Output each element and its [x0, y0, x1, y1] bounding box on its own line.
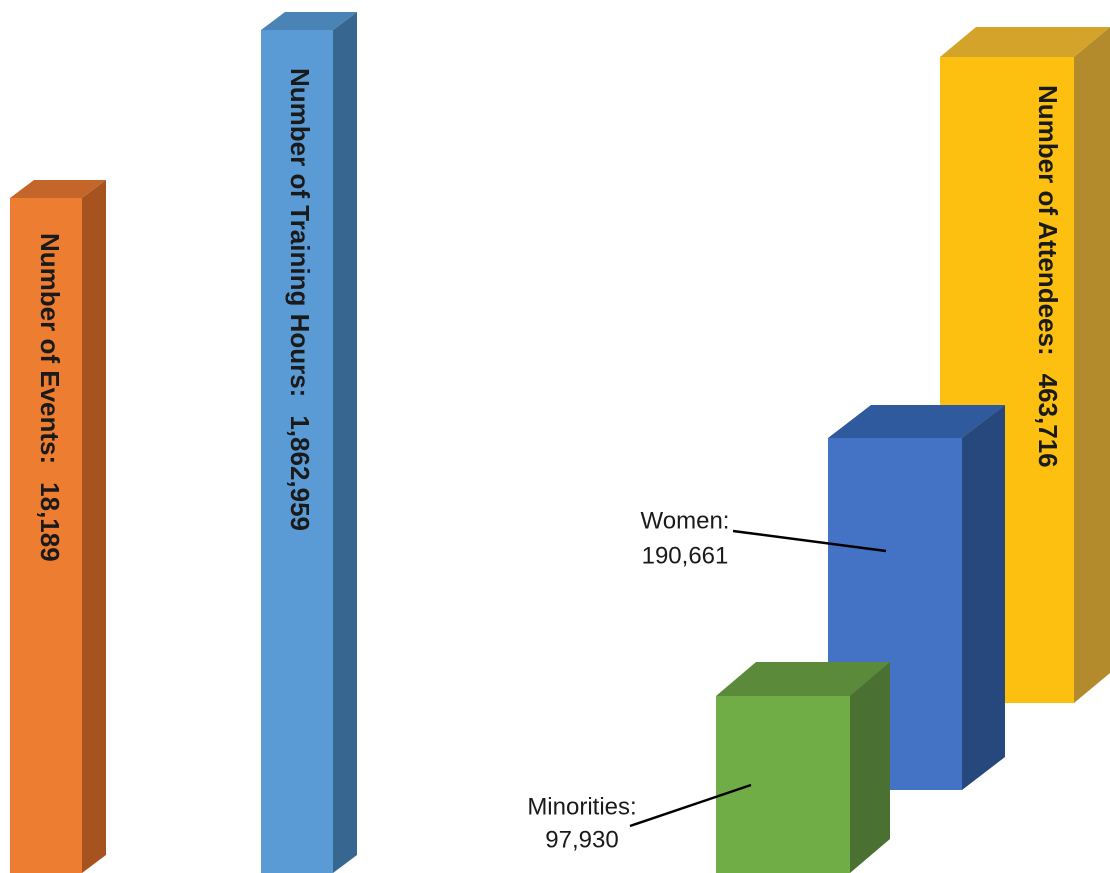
callout-women-value: 190,661: [642, 542, 729, 569]
bar-minorities-front: [716, 696, 850, 873]
bar-hours-label-text: Number of Training Hours:: [285, 68, 315, 397]
bar-attendees-value: 463,716: [1033, 374, 1063, 468]
bar-hours-value: 1,862,959: [285, 415, 315, 531]
callout-minorities: Minorities: 97,930: [527, 783, 752, 853]
callout-women-label: Women:: [641, 507, 730, 534]
bar-attendees-side: [1074, 27, 1110, 703]
bar-women: [828, 405, 1005, 790]
callout-minorities-label: Minorities:: [527, 793, 636, 820]
bar-attendees-top: [940, 27, 1110, 57]
bar-events: Number of Events: 18,189: [10, 180, 106, 873]
bar-women-top: [828, 405, 1005, 438]
bar-minorities: [716, 662, 890, 873]
bar-events-label: Number of Events: 18,189: [35, 233, 65, 562]
bar-women-side: [962, 405, 1005, 790]
bar-hours-side: [333, 12, 357, 873]
bar-hours: Number of Training Hours: 1,862,959: [261, 12, 357, 873]
bar-hours-front: [261, 30, 333, 873]
bar-minorities-side: [850, 662, 890, 873]
bar-attendees-label-text: Number of Attendees:: [1033, 85, 1063, 356]
callout-minorities-leader: [629, 783, 752, 828]
bar-hours-label: Number of Training Hours: 1,862,959: [285, 68, 315, 531]
bar-events-front: [10, 198, 82, 873]
callout-women: Women: 190,661: [641, 507, 887, 569]
callout-minorities-value: 97,930: [545, 826, 618, 853]
callout-women-leader: [732, 529, 887, 553]
bar-events-top: [10, 180, 106, 198]
bar-minorities-top: [716, 662, 890, 696]
bar-events-value: 18,189: [35, 482, 65, 562]
bar-events-side: [82, 180, 106, 873]
bar-attendees-label: Number of Attendees: 463,716: [1033, 85, 1063, 468]
bar-hours-top: [261, 12, 357, 30]
bar-events-label-text: Number of Events:: [35, 233, 65, 464]
